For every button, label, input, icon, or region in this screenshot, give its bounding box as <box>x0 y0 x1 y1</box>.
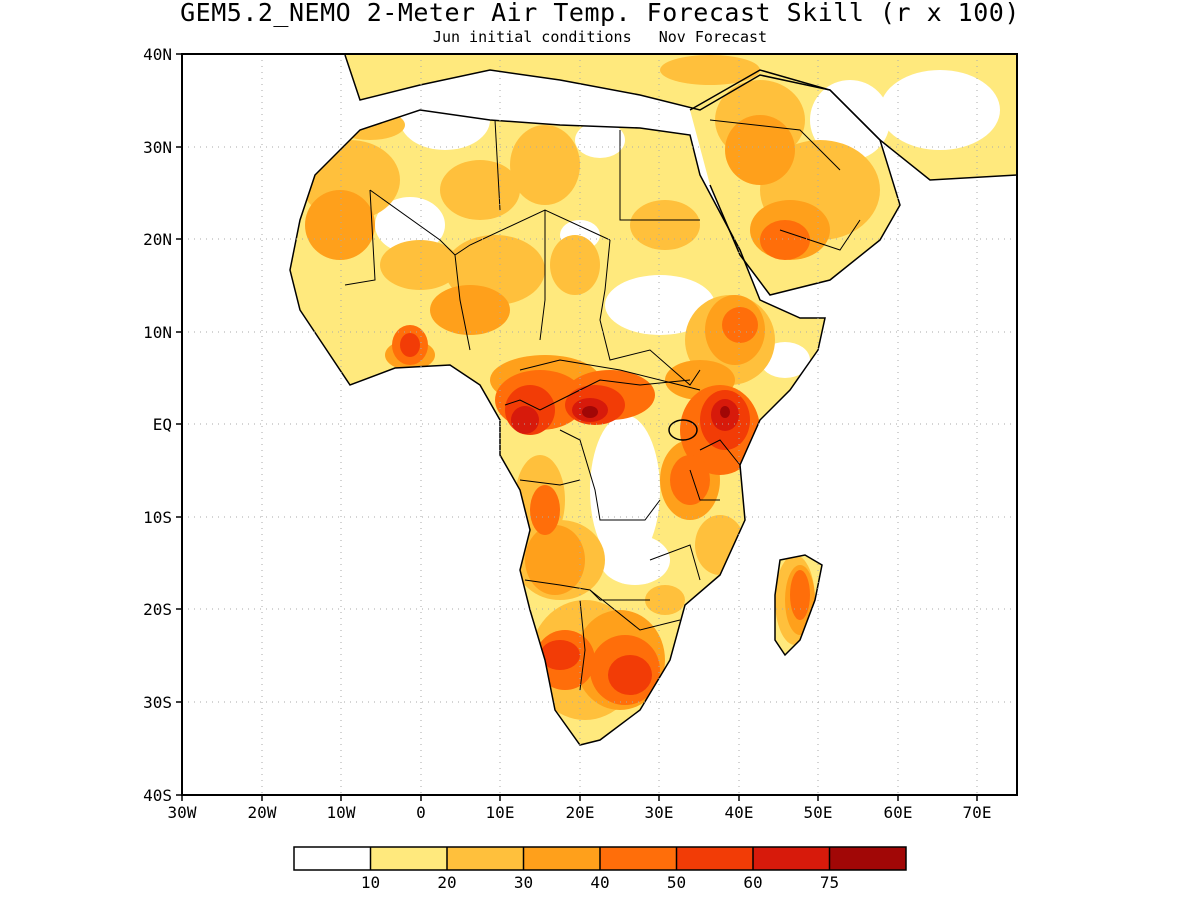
lon-label: 10E <box>486 803 515 822</box>
lon-label: 20E <box>566 803 595 822</box>
lon-label: 50E <box>804 803 833 822</box>
colorbar-label: 20 <box>437 873 456 892</box>
lat-label: 40N <box>143 45 172 64</box>
lon-labels: 30W 20W 10W 0 10E 20E 30E 40E 50E 60E 70… <box>168 803 992 822</box>
tick-marks <box>176 53 978 801</box>
lat-label: 20S <box>143 600 172 619</box>
colorbar-label: 75 <box>820 873 839 892</box>
lon-label: 70E <box>963 803 992 822</box>
lon-label: 60E <box>884 803 913 822</box>
lat-label: 30S <box>143 693 172 712</box>
lon-label: 40E <box>725 803 754 822</box>
colorbar-swatch <box>370 847 447 870</box>
map-title: GEM5.2_NEMO 2-Meter Air Temp. Forecast S… <box>180 0 1020 27</box>
colorbar-label: 50 <box>667 873 686 892</box>
colorbar-swatch <box>829 847 906 870</box>
colorbar-label: 60 <box>743 873 762 892</box>
colorbar-label: 40 <box>590 873 609 892</box>
colorbar-swatch <box>294 847 371 870</box>
country-borders <box>344 119 861 691</box>
no-skill-patches <box>375 70 1000 660</box>
lat-label: 20N <box>143 230 172 249</box>
lon-label: 20W <box>248 803 277 822</box>
colorbar: 10 20 30 40 50 60 75 <box>293 846 907 892</box>
lon-label: 10W <box>327 803 356 822</box>
colorbar-swatch <box>523 847 600 870</box>
coastlines <box>289 54 1017 746</box>
lon-label: 30E <box>645 803 674 822</box>
lat-label: EQ <box>153 415 172 434</box>
level-7-areas <box>582 406 730 418</box>
colorbar-swatch <box>447 847 524 870</box>
lon-label: 0 <box>416 803 426 822</box>
colorbar-label: 10 <box>361 873 380 892</box>
lat-label: 30N <box>143 138 172 157</box>
lat-label: 40S <box>143 786 172 805</box>
skill-field <box>290 55 1017 745</box>
lat-labels: 40N 30N 20N 10N EQ 10S 20S 30S 40S <box>143 45 172 805</box>
lat-label: 10S <box>143 508 172 527</box>
colorbar-swatch <box>753 847 830 870</box>
colorbar-swatch <box>676 847 753 870</box>
map-subtitle: Jun initial conditions Nov Forecast <box>432 28 768 46</box>
lon-label: 30W <box>168 803 197 822</box>
colorbar-label: 30 <box>514 873 533 892</box>
lat-label: 10N <box>143 323 172 342</box>
colorbar-swatch <box>600 847 677 870</box>
